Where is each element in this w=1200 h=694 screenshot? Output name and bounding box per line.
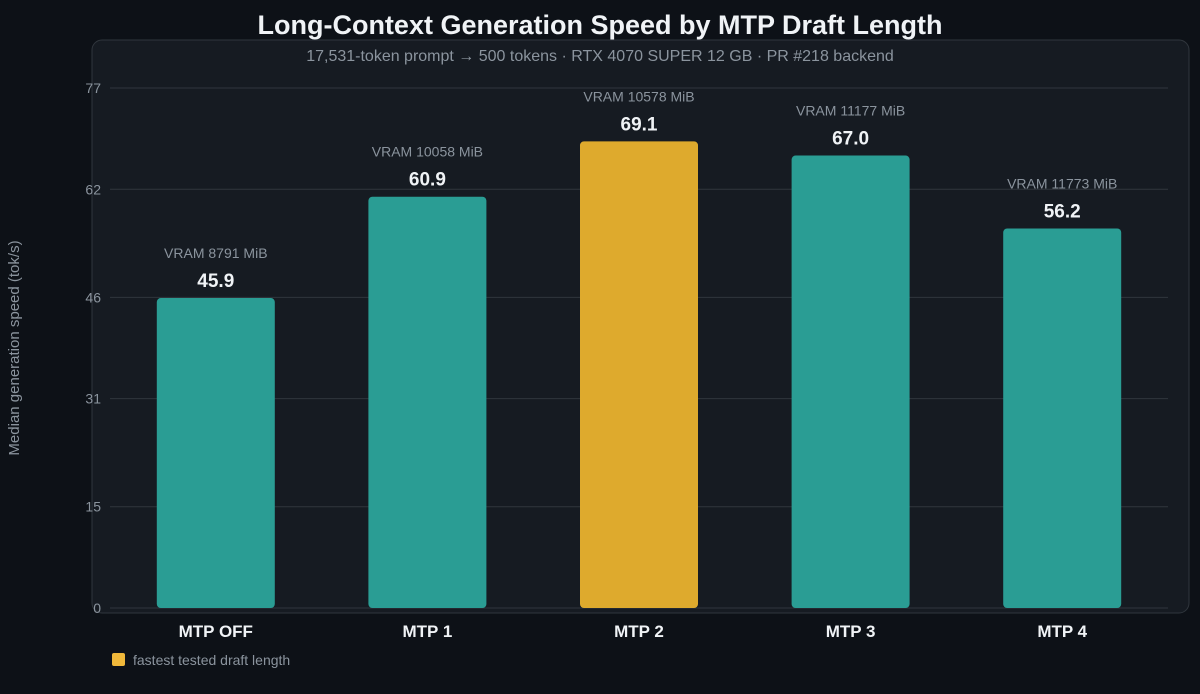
- bars: [156, 141, 1122, 608]
- y-tick-label: 15: [85, 499, 101, 515]
- bar: [368, 196, 487, 608]
- y-tick-label: 0: [93, 600, 101, 616]
- bar-value-label: 67.0: [832, 129, 869, 150]
- bar-value-label: 69.1: [621, 114, 658, 135]
- y-axis-ticks: 0 15 31 46 62 77: [85, 80, 101, 616]
- x-tick-label: MTP 2: [614, 622, 664, 641]
- y-tick-label: 77: [85, 80, 101, 96]
- bar-vram-label: VRAM 10058 MiB: [372, 144, 483, 160]
- x-tick-label: MTP 3: [826, 622, 876, 641]
- y-axis-label: Median generation speed (tok/s): [6, 240, 23, 455]
- legend-label: fastest tested draft length: [133, 652, 290, 668]
- x-tick-label: MTP 1: [403, 622, 453, 641]
- bar: [580, 141, 698, 608]
- bar-vram-label: VRAM 11773 MiB: [1007, 175, 1117, 191]
- y-tick-label: 62: [85, 181, 101, 197]
- bar-value-label: 56.2: [1044, 201, 1081, 222]
- legend: fastest tested draft length: [112, 652, 290, 668]
- bar-value-label: 60.9: [409, 170, 446, 191]
- x-tick-label: MTP 4: [1037, 622, 1087, 641]
- bar-value-label: 45.9: [197, 271, 234, 292]
- bar: [1003, 228, 1122, 608]
- y-tick-label: 46: [85, 289, 101, 305]
- x-tick-label: MTP OFF: [179, 622, 253, 641]
- x-axis-ticks: MTP OFF MTP 1 MTP 2 MTP 3 MTP 4: [179, 622, 1088, 641]
- chart-subtitle: 17,531-token prompt → 500 tokens · RTX 4…: [306, 48, 894, 65]
- bar-vram-label: VRAM 10578 MiB: [583, 88, 694, 104]
- bar: [791, 155, 910, 608]
- chart-title: Long-Context Generation Speed by MTP Dra…: [257, 10, 942, 40]
- bar: [156, 298, 275, 608]
- bar-vram-label: VRAM 11177 MiB: [796, 103, 905, 119]
- legend-swatch: [112, 653, 125, 666]
- y-tick-label: 31: [85, 391, 101, 407]
- bar-labels: 45.9 VRAM 8791 MiB 60.9 VRAM 10058 MiB 69.1 V…: [164, 88, 1117, 292]
- bar-vram-label: VRAM 8791 MiB: [164, 245, 267, 261]
